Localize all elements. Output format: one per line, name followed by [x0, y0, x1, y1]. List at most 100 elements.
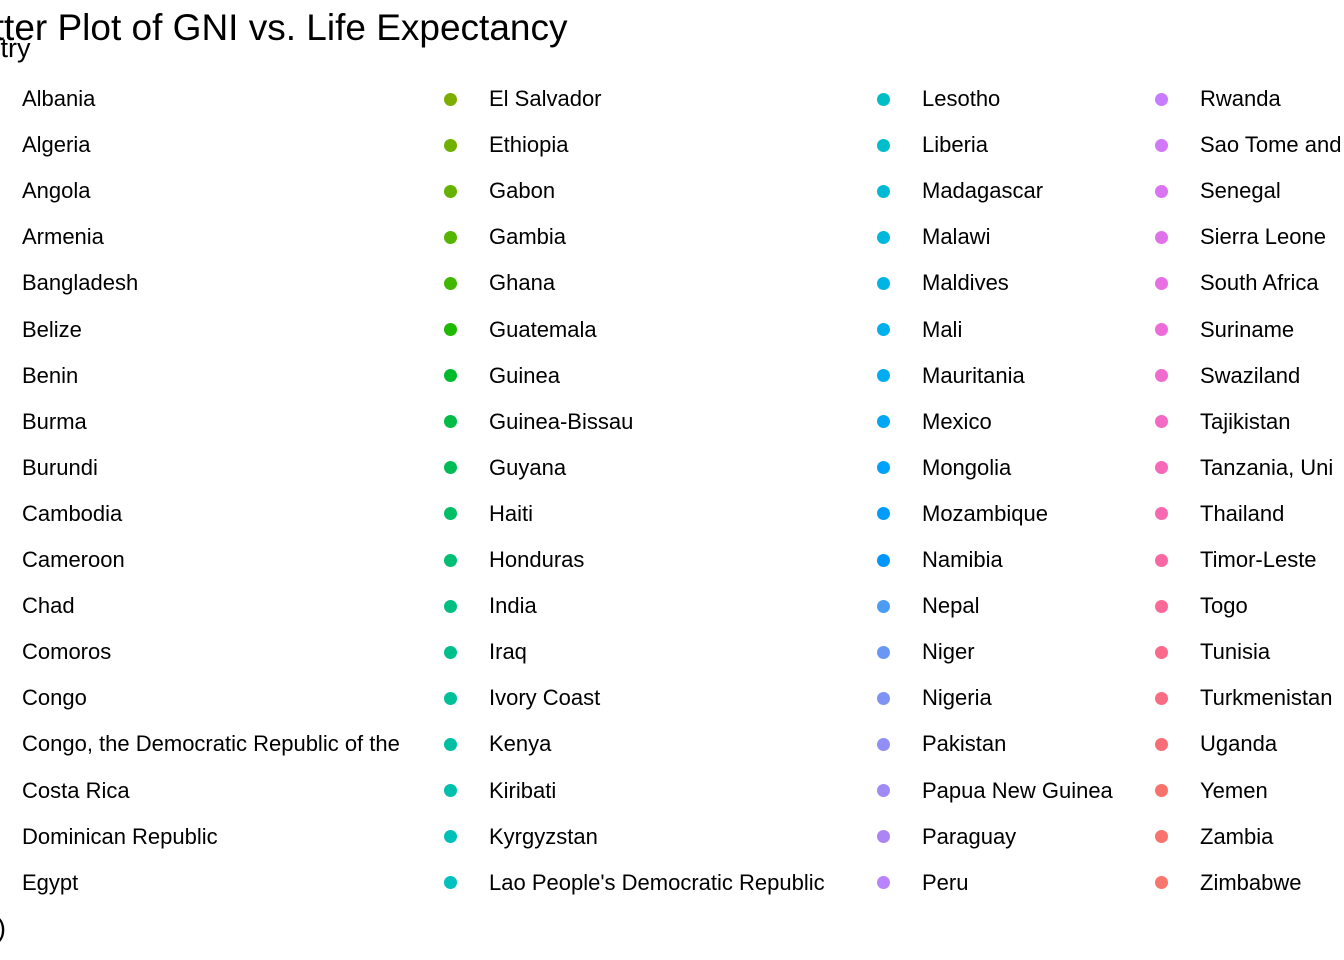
legend-item: Burundi — [0, 445, 98, 491]
legend-marker — [1155, 369, 1168, 383]
legend-item: Guyana — [444, 445, 566, 491]
legend-label: Gabon — [489, 178, 556, 204]
legend-marker — [1155, 92, 1168, 106]
legend-label: Maldives — [922, 270, 1009, 296]
legend-marker — [1155, 645, 1168, 659]
chart-title: Scatter Plot of GNI vs. Life Expectancy — [0, 7, 568, 48]
legend-label: Suriname — [1200, 316, 1295, 342]
legend-item: Chad — [0, 583, 75, 629]
legend-label: Tanzania, Uni — [1200, 454, 1334, 480]
legend-label: Malawi — [922, 224, 991, 250]
legend-title: Country — [0, 33, 31, 63]
legend-item: Sierra Leone — [1155, 214, 1326, 260]
legend-item: Belize — [0, 307, 82, 353]
legend-marker — [1155, 138, 1168, 152]
legend-item: El Salvador — [444, 76, 602, 122]
legend-label: Burma — [22, 408, 87, 434]
legend-item: Benin — [0, 353, 78, 399]
legend-label: Ivory Coast — [489, 685, 601, 711]
legend-label: El Salvador — [489, 86, 602, 111]
legend-label: Paraguay — [922, 823, 1017, 849]
legend-label: India — [489, 593, 537, 619]
legend-item: Maldives — [877, 260, 1009, 306]
legend-item: Turkmenistan — [1155, 675, 1332, 721]
legend-label: Belize — [22, 316, 82, 342]
legend-item: Paraguay — [877, 814, 1016, 860]
legend-label: Guyana — [489, 454, 567, 480]
legend-item: Iraq — [444, 629, 527, 675]
legend-item: Tanzania, Uni — [1155, 445, 1333, 491]
legend-item: Peru — [877, 860, 968, 906]
legend-label: Kyrgyzstan — [489, 823, 598, 849]
legend-label: Congo, the Democratic Republic of the — [22, 731, 400, 757]
legend-marker — [444, 876, 457, 890]
axis-label-fragment: $) — [0, 912, 6, 944]
legend-label: Nepal — [922, 593, 980, 619]
legend-label: Lesotho — [922, 86, 1001, 111]
legend-label: Togo — [1200, 593, 1248, 619]
legend-label: Bangladesh — [22, 270, 139, 296]
legend-marker — [444, 691, 457, 705]
legend-label: Honduras — [489, 547, 585, 572]
legend-marker — [444, 369, 457, 383]
legend-item: Thailand — [1155, 491, 1284, 537]
legend-item: Gabon — [444, 168, 555, 214]
legend-label: Timor-Leste — [1200, 547, 1317, 572]
legend-marker — [444, 553, 457, 567]
legend-label: Costa Rica — [22, 777, 130, 803]
legend-label: Lao People's Democratic Republic — [489, 869, 825, 895]
legend-item: Togo — [1155, 583, 1248, 629]
legend-label: Namibia — [922, 547, 1003, 572]
legend-label: Ghana — [489, 270, 556, 296]
legend-label: Cambodia — [22, 500, 123, 526]
legend-item: Guatemala — [444, 307, 597, 353]
legend-label: Mozambique — [922, 500, 1048, 526]
legend-label: Zimbabwe — [1200, 869, 1302, 895]
legend-item: Guinea-Bissau — [444, 399, 633, 445]
legend-item: Costa Rica — [0, 768, 130, 814]
legend-label: Burundi — [22, 454, 98, 480]
legend-item: Senegal — [1155, 168, 1281, 214]
legend-label: Chad — [22, 593, 75, 619]
legend-marker — [444, 184, 457, 198]
legend-item: South Africa — [1155, 260, 1319, 306]
legend-label: Guatemala — [489, 316, 597, 342]
legend-item: Timor-Leste — [1155, 537, 1317, 583]
legend-marker — [444, 415, 457, 429]
legend-item: Mongolia — [877, 445, 1011, 491]
legend-label: Benin — [22, 362, 79, 388]
legend-item: Lao People's Democratic Republic — [444, 860, 825, 906]
legend-item: India — [444, 583, 537, 629]
legend-marker — [1155, 691, 1168, 705]
legend-item: Albania — [0, 76, 95, 122]
legend-label: Haiti — [489, 500, 534, 526]
legend-label: Dominican Republic — [22, 823, 218, 849]
legend-item: Malawi — [877, 214, 990, 260]
legend-item: Dominican Republic — [0, 814, 218, 860]
legend-label: Liberia — [922, 132, 989, 158]
legend-marker — [1155, 276, 1168, 290]
legend-label: Mongolia — [922, 454, 1012, 480]
legend-item: Tajikistan — [1155, 399, 1290, 445]
legend-label: Yemen — [1200, 777, 1268, 803]
legend-item: Suriname — [1155, 307, 1294, 353]
legend-item: Mauritania — [877, 353, 1025, 399]
legend-marker — [1155, 230, 1168, 244]
legend-marker — [877, 553, 890, 567]
legend-label: Ethiopia — [489, 132, 569, 158]
legend-marker — [877, 184, 890, 198]
legend-label: Kenya — [489, 731, 552, 757]
legend-label: Peru — [922, 869, 969, 895]
legend-label: Swaziland — [1200, 362, 1301, 388]
legend-marker — [444, 323, 457, 336]
legend-marker — [877, 369, 890, 383]
legend-label: Kiribati — [489, 777, 557, 803]
legend-label: Guinea-Bissau — [489, 408, 634, 434]
legend-item: Kiribati — [444, 768, 556, 814]
legend-item: Kenya — [444, 721, 551, 767]
legend-marker — [1155, 599, 1168, 613]
legend-marker — [1155, 784, 1168, 797]
legend-marker — [877, 737, 890, 751]
legend-label: South Africa — [1200, 270, 1319, 296]
legend-marker — [877, 415, 890, 429]
